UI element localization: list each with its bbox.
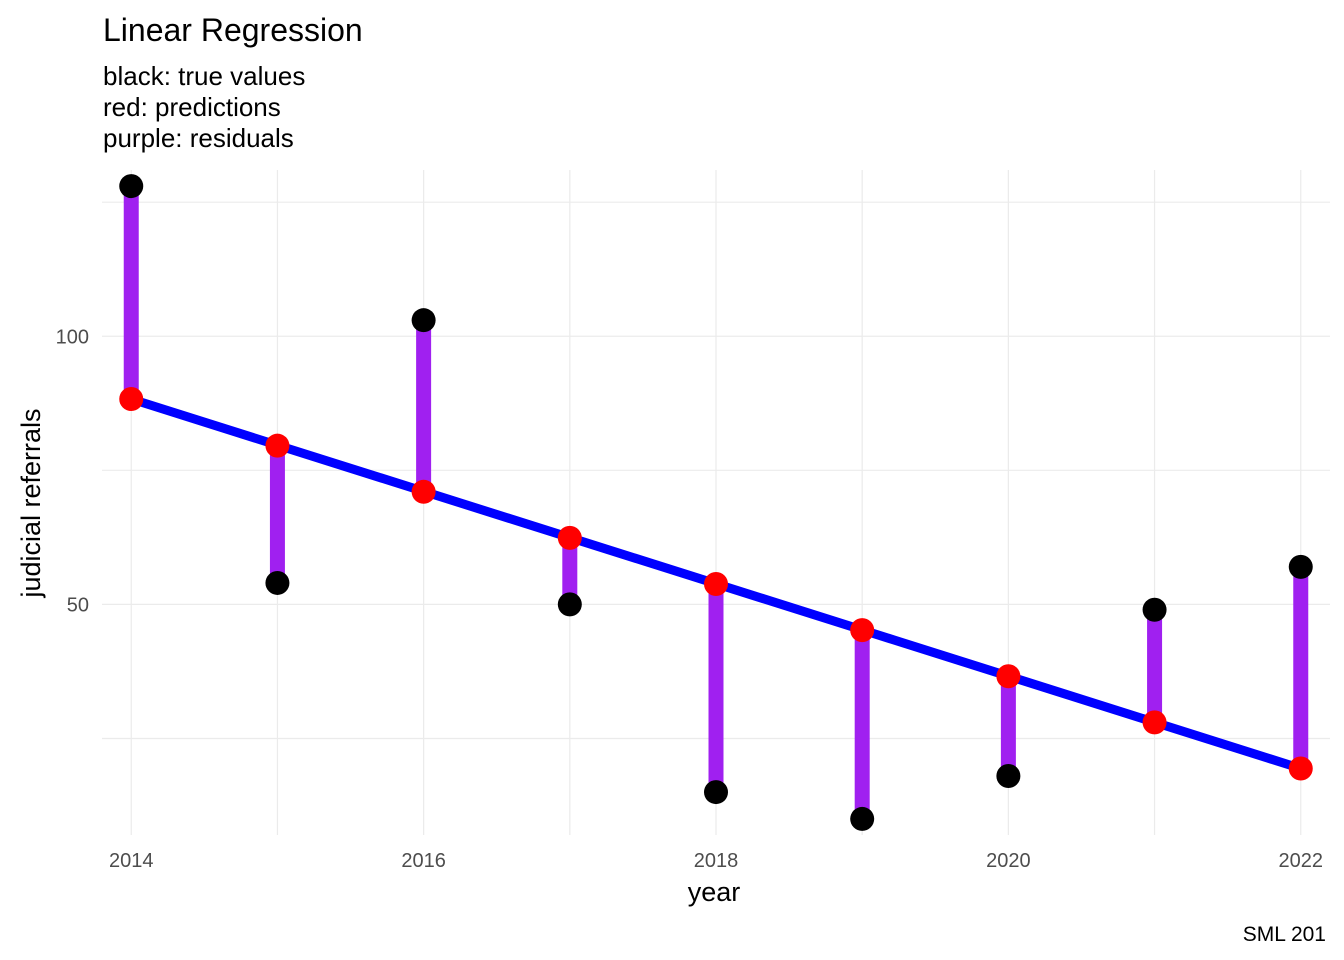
prediction-point xyxy=(996,664,1021,689)
prediction-point xyxy=(265,433,290,458)
prediction-point xyxy=(411,479,436,504)
tick-labels: 2014 2016 2018 2020 2022 50 100 xyxy=(56,326,1323,872)
x-tick-label: 2016 xyxy=(401,850,446,872)
x-tick-label: 2018 xyxy=(694,850,739,872)
points-group xyxy=(119,174,1313,831)
prediction-point xyxy=(1288,756,1313,781)
x-tick-label: 2014 xyxy=(109,850,154,872)
true-value-point xyxy=(557,592,582,617)
true-value-point xyxy=(1288,554,1313,579)
y-axis-title: judicial referrals xyxy=(16,408,46,598)
x-axis-title: year xyxy=(688,877,741,907)
true-value-point xyxy=(1142,597,1167,622)
chart-title: Linear Regression xyxy=(103,12,363,48)
prediction-point xyxy=(557,525,582,550)
prediction-point xyxy=(119,386,144,411)
prediction-point xyxy=(1142,710,1167,735)
subtitle-line-2: red: predictions xyxy=(103,92,281,122)
x-tick-label: 2020 xyxy=(986,850,1031,872)
gridlines xyxy=(102,170,1330,835)
true-value-point xyxy=(265,570,290,595)
prediction-point xyxy=(704,572,728,597)
true-value-point xyxy=(411,308,436,333)
true-value-point xyxy=(119,174,144,199)
x-tick-label: 2022 xyxy=(1279,850,1324,872)
subtitle-line-3: purple: residuals xyxy=(103,123,294,153)
y-tick-label: 100 xyxy=(56,326,89,348)
y-tick-label: 50 xyxy=(67,594,89,616)
true-value-point xyxy=(704,780,728,805)
true-value-point xyxy=(996,764,1021,789)
subtitle-line-1: black: true values xyxy=(103,61,305,91)
prediction-point xyxy=(850,618,875,643)
caption: SML 201 xyxy=(1243,923,1326,946)
true-value-point xyxy=(850,806,875,831)
